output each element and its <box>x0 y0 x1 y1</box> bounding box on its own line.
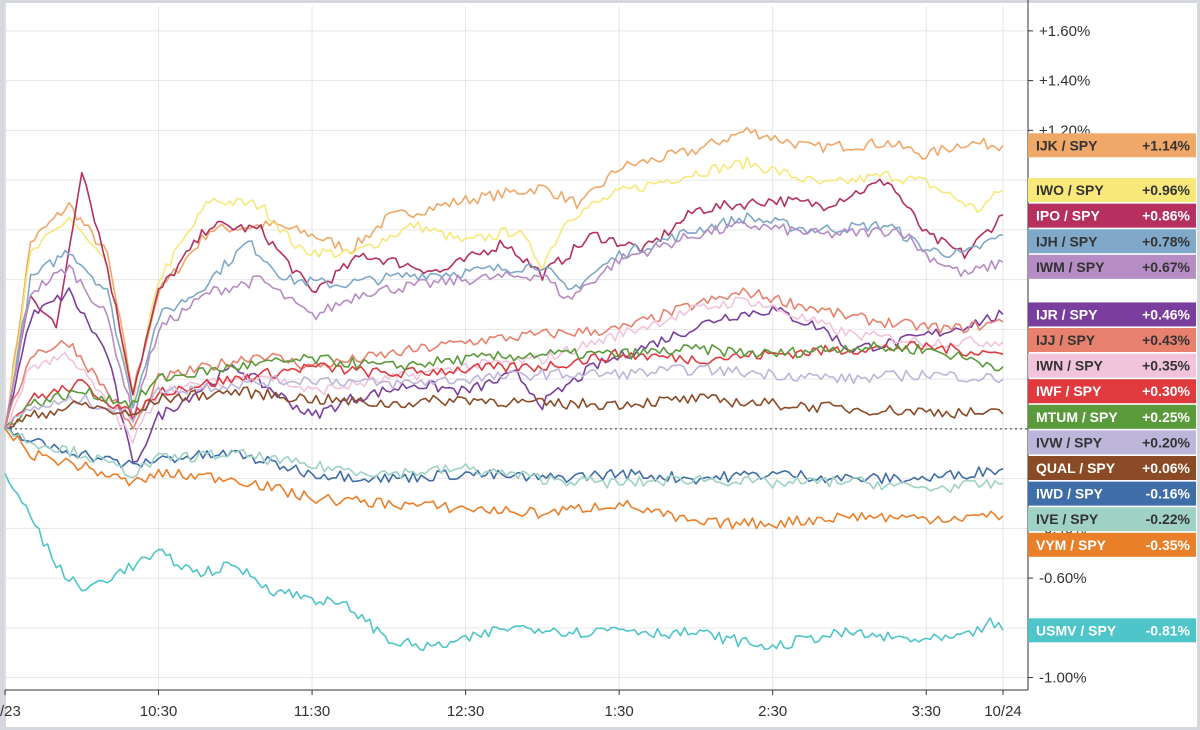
legend-series-name: IJK / SPY <box>1036 137 1098 153</box>
legend-last-value: +1.14% <box>1142 137 1190 153</box>
legend-item-vym: VYM / SPY -0.35% <box>1028 532 1196 557</box>
legend-item-iwf: IWF / SPY +0.30% <box>1028 379 1196 404</box>
legend-series-name: QUAL / SPY <box>1036 460 1116 476</box>
legend-last-value: +0.43% <box>1142 332 1190 348</box>
legend-last-value: +0.30% <box>1142 383 1190 399</box>
y-tick-label: -1.00% <box>1039 670 1087 687</box>
legend-last-value: +0.20% <box>1142 434 1190 450</box>
legend-swatch <box>1028 229 1196 254</box>
legend-swatch <box>1028 203 1196 228</box>
legend-swatch <box>1028 618 1196 643</box>
legend-last-value: +0.96% <box>1142 182 1190 198</box>
legend-last-value: -0.81% <box>1146 622 1191 638</box>
legend-last-value: +0.78% <box>1142 233 1190 249</box>
x-tick-label: 12:30 <box>447 703 485 720</box>
legend-item-ivw: IVW / SPY +0.20% <box>1028 430 1196 455</box>
legend-item-iwm: IWM / SPY +0.67% <box>1028 254 1196 279</box>
legend-item-ijk: IJK / SPY +1.14% <box>1028 133 1196 158</box>
legend-item-ijr: IJR / SPY +0.46% <box>1028 302 1196 327</box>
series-line-iwd <box>4 427 1004 485</box>
legend-last-value: +0.86% <box>1142 208 1190 224</box>
x-tick-label: 10/24 <box>984 703 1022 720</box>
legend-swatch <box>1028 532 1196 557</box>
legend-swatch <box>1028 404 1196 429</box>
legend-swatch <box>1028 507 1196 532</box>
legend-series-name: IVW / SPY <box>1036 434 1103 450</box>
legend-item-ijh: IJH / SPY +0.78% <box>1028 229 1196 254</box>
legend-swatch <box>1028 133 1196 158</box>
legend-series-name: IVE / SPY <box>1036 511 1099 527</box>
legend: IJK / SPY +1.14% IWO / SPY +0.96% IPO / SPY +… <box>1028 133 1196 643</box>
legend-last-value: -0.35% <box>1146 537 1191 553</box>
legend-last-value: +0.35% <box>1142 358 1190 374</box>
legend-item-ipo: IPO / SPY +0.86% <box>1028 203 1196 228</box>
legend-item-iwo: IWO / SPY +0.96% <box>1028 178 1196 203</box>
legend-item-ijj: IJJ / SPY +0.43% <box>1028 328 1196 353</box>
legend-item-mtum: MTUM / SPY +0.25% <box>1028 404 1196 429</box>
grid-lines <box>4 6 1028 690</box>
x-axis: /23 10:30 11:30 12:30 1:30 2:30 3:30 10/24 <box>0 689 1028 720</box>
x-tick-label: 11:30 <box>294 703 330 720</box>
series-lines <box>4 126 1004 652</box>
legend-series-name: IWM / SPY <box>1036 259 1105 275</box>
legend-series-name: IPO / SPY <box>1036 208 1100 224</box>
x-tick-label: 3:30 <box>912 703 941 720</box>
legend-series-name: IJJ / SPY <box>1036 332 1096 348</box>
legend-series-name: MTUM / SPY <box>1036 409 1118 425</box>
series-line-ive <box>4 428 1004 494</box>
legend-series-name: IWF / SPY <box>1036 383 1102 399</box>
x-tick-label: 1:30 <box>605 703 634 720</box>
series-line-iwm <box>4 220 1004 429</box>
series-line-qual <box>4 386 1004 430</box>
legend-last-value: +0.67% <box>1142 259 1190 275</box>
legend-series-name: IWN / SPY <box>1036 358 1104 374</box>
legend-last-value: +0.46% <box>1142 306 1190 322</box>
legend-item-ive: IVE / SPY -0.22% <box>1028 507 1196 532</box>
legend-swatch <box>1028 353 1196 378</box>
series-line-ivw <box>4 363 1004 430</box>
y-tick-label: +1.40% <box>1039 73 1090 90</box>
legend-item-iwn: IWN / SPY +0.35% <box>1028 353 1196 378</box>
series-line-ijk <box>4 126 1004 429</box>
y-tick-label: -0.60% <box>1039 570 1087 587</box>
legend-series-name: VYM / SPY <box>1036 537 1107 553</box>
legend-swatch <box>1028 481 1196 506</box>
series-line-vym <box>4 428 1004 530</box>
series-line-ipo <box>4 171 1004 429</box>
x-tick-label: /23 <box>0 703 21 720</box>
series-line-iwo <box>4 156 1004 429</box>
legend-item-usmv: USMV / SPY -0.81% <box>1028 618 1196 643</box>
legend-swatch <box>1028 328 1196 353</box>
legend-series-name: IJH / SPY <box>1036 233 1098 249</box>
legend-series-name: USMV / SPY <box>1036 622 1117 638</box>
x-tick-label: 10:30 <box>140 703 178 720</box>
series-line-usmv <box>4 473 1004 652</box>
legend-swatch <box>1028 430 1196 455</box>
series-line-iwf <box>4 340 1004 431</box>
legend-series-name: IWD / SPY <box>1036 486 1104 502</box>
legend-series-name: IWO / SPY <box>1036 182 1104 198</box>
series-line-mtum <box>4 341 1004 430</box>
legend-last-value: -0.22% <box>1146 511 1191 527</box>
y-tick-label: +1.60% <box>1039 23 1090 40</box>
x-tick-label: 2:30 <box>758 703 787 720</box>
legend-last-value: +0.06% <box>1142 460 1190 476</box>
legend-item-qual: QUAL / SPY +0.06% <box>1028 456 1196 481</box>
series-line-ijh <box>4 212 1004 429</box>
legend-swatch <box>1028 302 1196 327</box>
legend-item-iwd: IWD / SPY -0.16% <box>1028 481 1196 506</box>
legend-swatch <box>1028 178 1196 203</box>
series-line-ijj <box>4 287 1004 430</box>
legend-series-name: IJR / SPY <box>1036 306 1098 322</box>
legend-last-value: +0.25% <box>1142 409 1190 425</box>
legend-last-value: -0.16% <box>1146 486 1191 502</box>
legend-swatch <box>1028 456 1196 481</box>
legend-swatch <box>1028 379 1196 404</box>
legend-swatch <box>1028 254 1196 279</box>
